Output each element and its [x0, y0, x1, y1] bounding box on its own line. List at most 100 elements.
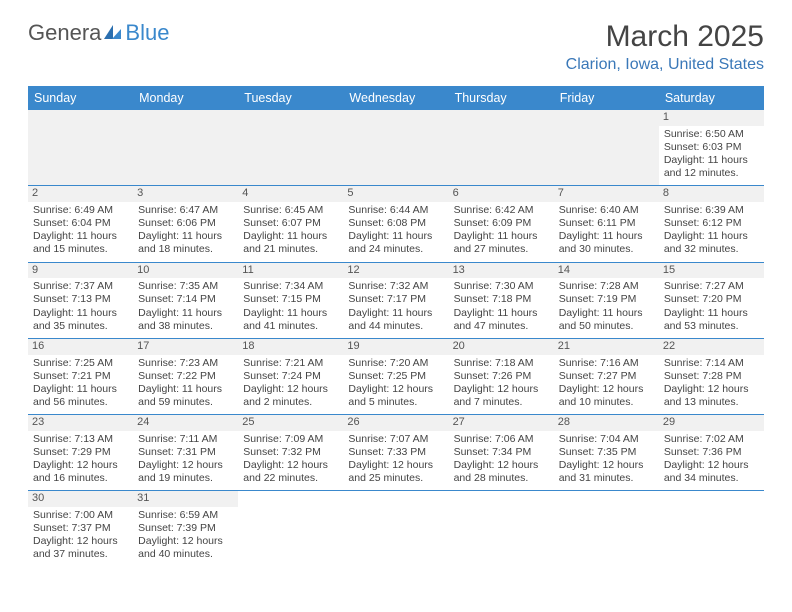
calendar-cell: 8Sunrise: 6:39 AMSunset: 6:12 PMDaylight… [659, 186, 764, 262]
day-sunrise: Sunrise: 7:37 AM [33, 280, 128, 293]
day-sunrise: Sunrise: 7:20 AM [348, 357, 443, 370]
day-number: 10 [133, 263, 238, 279]
day-number: 19 [343, 339, 448, 355]
calendar-cell: 28Sunrise: 7:04 AMSunset: 7:35 PMDayligh… [554, 415, 659, 491]
day-sunrise: Sunrise: 7:30 AM [454, 280, 549, 293]
calendar-cell [28, 110, 133, 186]
day-number: 9 [28, 263, 133, 279]
calendar-cell: 31Sunrise: 6:59 AMSunset: 7:39 PMDayligh… [133, 491, 238, 567]
day-sunset: Sunset: 7:24 PM [243, 370, 338, 383]
day-sunset: Sunset: 6:11 PM [559, 217, 654, 230]
day-number: 25 [238, 415, 343, 431]
day-daylight1: Daylight: 12 hours [559, 383, 654, 396]
day-daylight2: and 35 minutes. [33, 320, 128, 333]
calendar-cell: 23Sunrise: 7:13 AMSunset: 7:29 PMDayligh… [28, 415, 133, 491]
calendar-cell: 12Sunrise: 7:32 AMSunset: 7:17 PMDayligh… [343, 262, 448, 338]
day-sunset: Sunset: 7:37 PM [33, 522, 128, 535]
day-daylight2: and 27 minutes. [454, 243, 549, 256]
calendar-cell: 5Sunrise: 6:44 AMSunset: 6:08 PMDaylight… [343, 186, 448, 262]
calendar-cell: 18Sunrise: 7:21 AMSunset: 7:24 PMDayligh… [238, 338, 343, 414]
day-daylight1: Daylight: 12 hours [348, 383, 443, 396]
day-sunrise: Sunrise: 6:47 AM [138, 204, 233, 217]
day-daylight2: and 41 minutes. [243, 320, 338, 333]
calendar-cell: 17Sunrise: 7:23 AMSunset: 7:22 PMDayligh… [133, 338, 238, 414]
day-sunrise: Sunrise: 7:00 AM [33, 509, 128, 522]
calendar-row: 23Sunrise: 7:13 AMSunset: 7:29 PMDayligh… [28, 415, 764, 491]
day-daylight2: and 47 minutes. [454, 320, 549, 333]
day-daylight2: and 50 minutes. [559, 320, 654, 333]
day-sunset: Sunset: 7:15 PM [243, 293, 338, 306]
calendar-cell: 1Sunrise: 6:50 AMSunset: 6:03 PMDaylight… [659, 110, 764, 186]
calendar-cell: 10Sunrise: 7:35 AMSunset: 7:14 PMDayligh… [133, 262, 238, 338]
day-number: 16 [28, 339, 133, 355]
weekday-tuesday: Tuesday [238, 86, 343, 110]
day-sunset: Sunset: 7:31 PM [138, 446, 233, 459]
day-number: 20 [449, 339, 554, 355]
calendar-cell [659, 491, 764, 567]
calendar-cell: 9Sunrise: 7:37 AMSunset: 7:13 PMDaylight… [28, 262, 133, 338]
day-daylight2: and 37 minutes. [33, 548, 128, 561]
day-daylight1: Daylight: 12 hours [243, 459, 338, 472]
day-sunset: Sunset: 6:03 PM [664, 141, 759, 154]
day-daylight1: Daylight: 11 hours [454, 230, 549, 243]
day-daylight2: and 44 minutes. [348, 320, 443, 333]
day-daylight1: Daylight: 12 hours [243, 383, 338, 396]
day-sunset: Sunset: 6:04 PM [33, 217, 128, 230]
day-daylight1: Daylight: 11 hours [33, 230, 128, 243]
weekday-sunday: Sunday [28, 86, 133, 110]
day-number: 31 [133, 491, 238, 507]
day-sunrise: Sunrise: 6:39 AM [664, 204, 759, 217]
day-daylight1: Daylight: 11 hours [138, 307, 233, 320]
day-number: 2 [28, 186, 133, 202]
calendar-cell: 20Sunrise: 7:18 AMSunset: 7:26 PMDayligh… [449, 338, 554, 414]
day-sunset: Sunset: 7:21 PM [33, 370, 128, 383]
day-sunrise: Sunrise: 7:02 AM [664, 433, 759, 446]
day-sunrise: Sunrise: 7:23 AM [138, 357, 233, 370]
day-daylight1: Daylight: 12 hours [664, 459, 759, 472]
day-sunrise: Sunrise: 7:09 AM [243, 433, 338, 446]
page-header: GeneraBlue March 2025 Clarion, Iowa, Uni… [28, 20, 764, 74]
day-daylight1: Daylight: 11 hours [243, 307, 338, 320]
day-daylight2: and 13 minutes. [664, 396, 759, 409]
calendar-cell: 14Sunrise: 7:28 AMSunset: 7:19 PMDayligh… [554, 262, 659, 338]
day-number: 29 [659, 415, 764, 431]
weekday-thursday: Thursday [449, 86, 554, 110]
day-daylight2: and 34 minutes. [664, 472, 759, 485]
day-sunrise: Sunrise: 6:45 AM [243, 204, 338, 217]
day-daylight1: Daylight: 11 hours [33, 383, 128, 396]
day-sunrise: Sunrise: 7:04 AM [559, 433, 654, 446]
day-sunset: Sunset: 7:27 PM [559, 370, 654, 383]
day-daylight1: Daylight: 11 hours [138, 230, 233, 243]
day-sunrise: Sunrise: 7:34 AM [243, 280, 338, 293]
day-sunset: Sunset: 7:35 PM [559, 446, 654, 459]
day-daylight2: and 53 minutes. [664, 320, 759, 333]
day-daylight1: Daylight: 11 hours [664, 154, 759, 167]
day-sunset: Sunset: 7:25 PM [348, 370, 443, 383]
day-number: 21 [554, 339, 659, 355]
day-sunset: Sunset: 6:06 PM [138, 217, 233, 230]
day-sunset: Sunset: 7:20 PM [664, 293, 759, 306]
weekday-friday: Friday [554, 86, 659, 110]
day-number: 27 [449, 415, 554, 431]
logo-text-2: Blue [125, 20, 169, 46]
day-number: 13 [449, 263, 554, 279]
day-sunrise: Sunrise: 7:21 AM [243, 357, 338, 370]
calendar-cell: 13Sunrise: 7:30 AMSunset: 7:18 PMDayligh… [449, 262, 554, 338]
day-number: 11 [238, 263, 343, 279]
day-daylight2: and 2 minutes. [243, 396, 338, 409]
day-daylight2: and 24 minutes. [348, 243, 443, 256]
day-sunrise: Sunrise: 6:40 AM [559, 204, 654, 217]
calendar-cell [449, 491, 554, 567]
calendar-cell [133, 110, 238, 186]
logo: GeneraBlue [28, 20, 169, 46]
calendar-cell: 27Sunrise: 7:06 AMSunset: 7:34 PMDayligh… [449, 415, 554, 491]
day-number: 6 [449, 186, 554, 202]
day-daylight1: Daylight: 12 hours [559, 459, 654, 472]
day-daylight2: and 25 minutes. [348, 472, 443, 485]
day-sunrise: Sunrise: 6:59 AM [138, 509, 233, 522]
calendar-row: 2Sunrise: 6:49 AMSunset: 6:04 PMDaylight… [28, 186, 764, 262]
day-daylight2: and 10 minutes. [559, 396, 654, 409]
day-number: 8 [659, 186, 764, 202]
day-sunset: Sunset: 7:28 PM [664, 370, 759, 383]
day-daylight2: and 32 minutes. [664, 243, 759, 256]
